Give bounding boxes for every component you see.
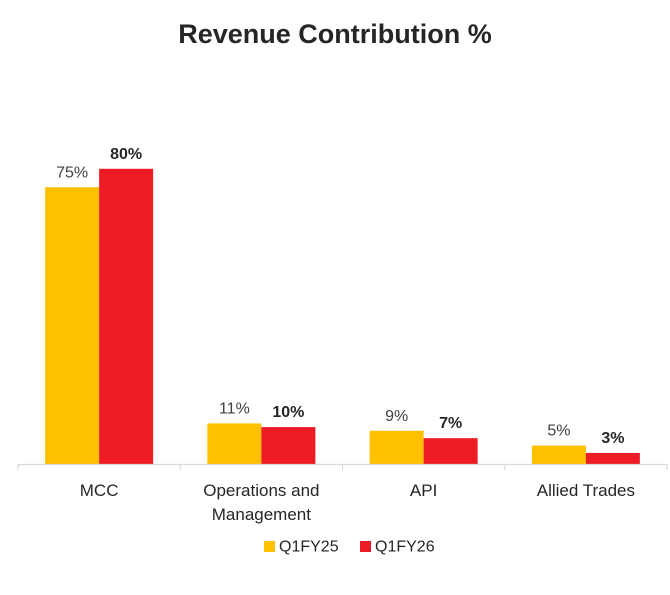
- bar-q1fy25-0: [45, 187, 100, 464]
- category-label-3: Allied Trades: [537, 481, 635, 500]
- legend-swatch-q1fy25: [264, 541, 275, 552]
- data-label-q1fy26-3: 3%: [601, 430, 624, 447]
- bar-q1fy25-1: [207, 423, 262, 464]
- legend-label-q1fy26: Q1FY26: [375, 539, 435, 556]
- bar-q1fy25-2: [369, 430, 424, 464]
- bar-q1fy26-1: [261, 427, 316, 464]
- category-label-0: MCC: [80, 481, 119, 500]
- category-label-2: API: [410, 481, 437, 500]
- legend: Q1FY25 Q1FY26: [264, 539, 435, 556]
- data-label-q1fy26-0: 80%: [110, 146, 142, 163]
- bar-q1fy25-3: [531, 445, 586, 464]
- data-label-q1fy26-1: 10%: [272, 404, 304, 421]
- legend-label-q1fy25: Q1FY25: [279, 539, 339, 556]
- bar-q1fy26-0: [99, 168, 154, 465]
- plot-area: 75% 80% MCC 11% 10% Operations and Management 9…: [17, 146, 668, 524]
- category-label-1: Operations and Management: [203, 481, 319, 524]
- legend-swatch-q1fy26: [360, 541, 371, 552]
- data-label-q1fy25-2: 9%: [385, 408, 408, 425]
- bar-q1fy26-3: [585, 452, 640, 464]
- chart-title: Revenue Contribution %: [178, 19, 492, 49]
- data-label-q1fy25-1: 11%: [219, 400, 250, 417]
- data-label-q1fy25-0: 75%: [56, 164, 88, 181]
- data-label-q1fy25-3: 5%: [547, 423, 570, 440]
- data-label-q1fy26-2: 7%: [439, 415, 462, 432]
- bar-q1fy26-2: [423, 438, 478, 464]
